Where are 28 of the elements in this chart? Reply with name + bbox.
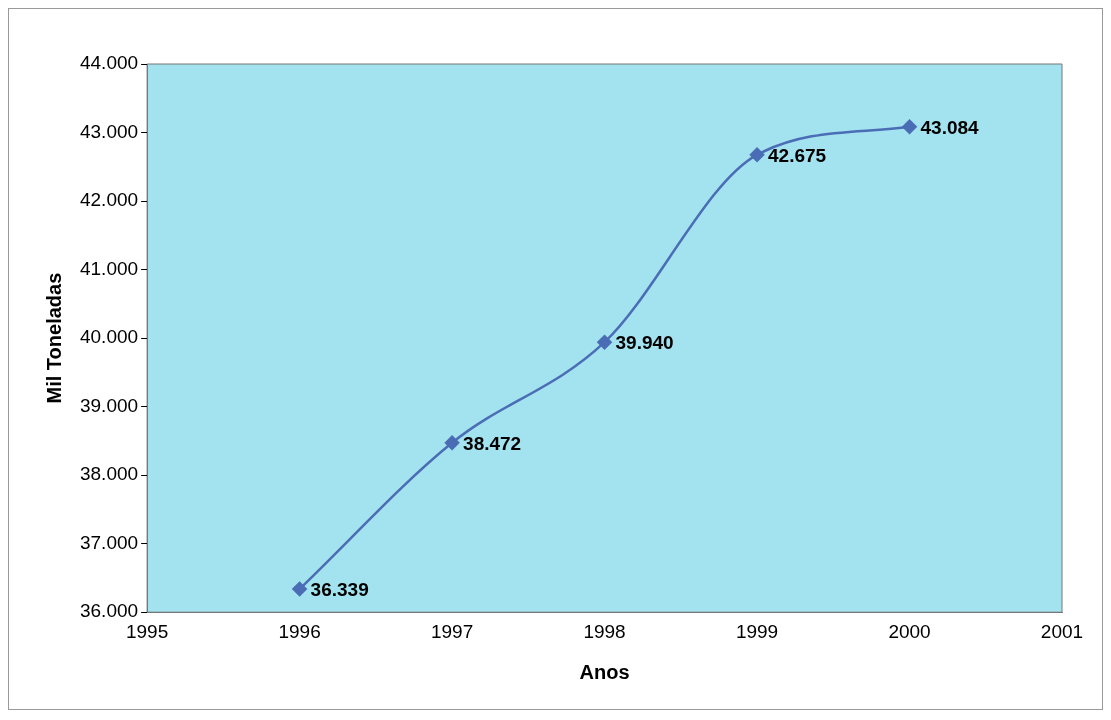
- y-tick-label: 36.000: [79, 600, 139, 622]
- y-tick-label: 41.000: [79, 257, 139, 279]
- x-tick-label: 1996: [278, 620, 321, 642]
- y-tick-label: 39.000: [79, 394, 139, 416]
- data-label: 36.339: [310, 579, 369, 601]
- data-label: 38.472: [463, 433, 522, 455]
- point: [444, 435, 460, 451]
- point: [597, 334, 612, 350]
- y-tick-label: 42.000: [79, 189, 139, 211]
- point: [749, 147, 765, 163]
- x-tick-label: 2000: [888, 620, 931, 642]
- data-label: 43.084: [920, 117, 980, 138]
- point: [292, 581, 307, 597]
- y-tick-label: 44.000: [79, 52, 139, 74]
- y-tick-label: 38.000: [79, 463, 139, 485]
- y-tick-label: 37.000: [79, 531, 139, 553]
- x-tick-label: 2001: [1040, 620, 1084, 642]
- y-tick-label: 40.000: [79, 326, 139, 348]
- data-label: 42.675: [768, 145, 827, 167]
- y-axis-title: Mil Toneladas: [42, 272, 65, 404]
- x-tick-label: 1998: [583, 620, 626, 642]
- x-tick-label: 1997: [430, 620, 474, 642]
- data-label: 39.940: [615, 332, 674, 354]
- point: [902, 119, 917, 135]
- x-tick-label: 1999: [735, 620, 779, 642]
- y-tick-label: 43.000: [79, 120, 139, 142]
- x-tick-label: 1995: [125, 620, 169, 642]
- x-axis-title: Anos: [579, 660, 630, 683]
